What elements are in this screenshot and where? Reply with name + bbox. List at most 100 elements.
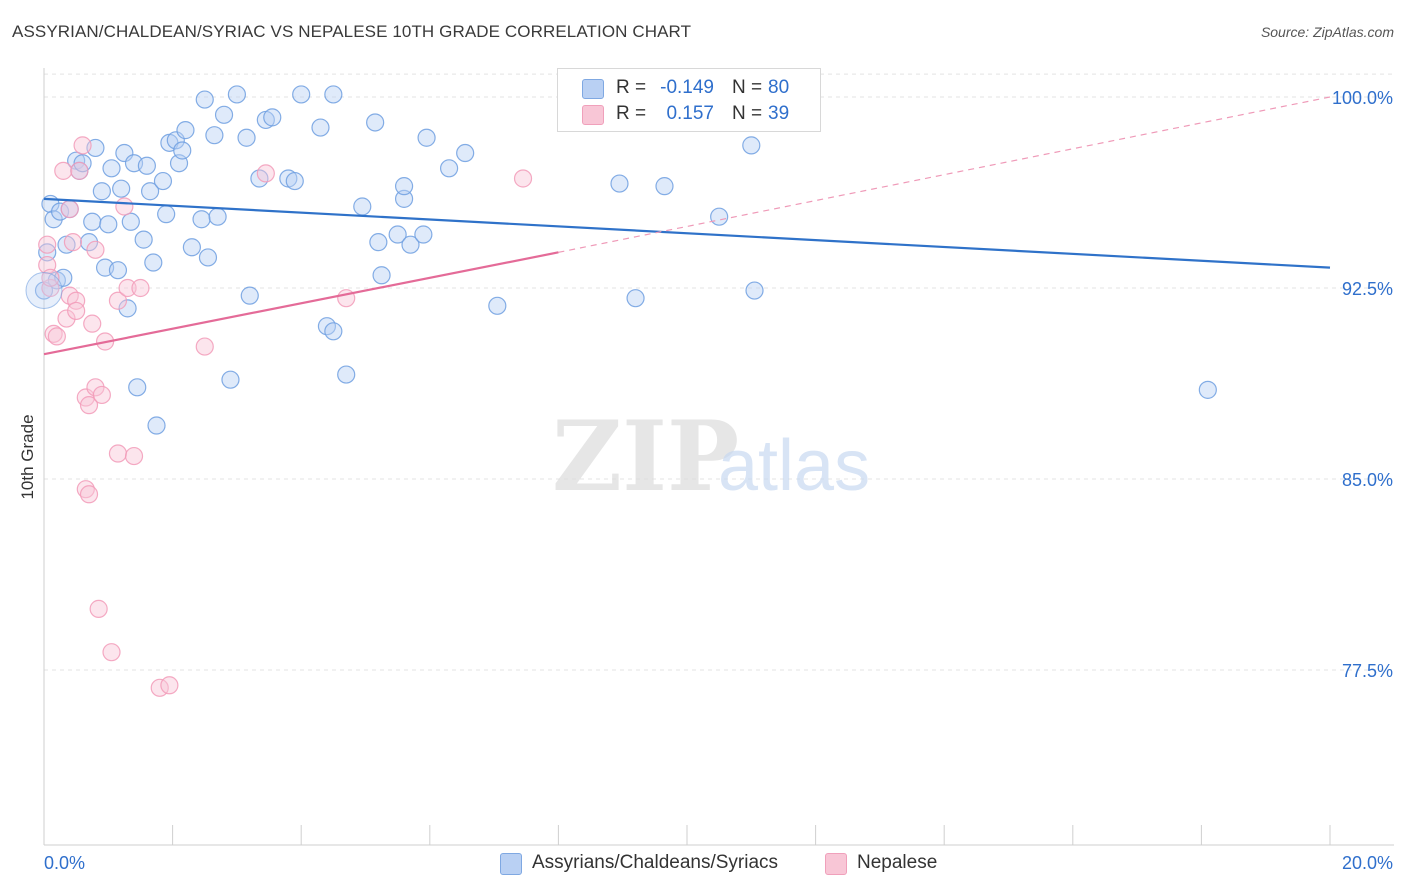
assyrian-point [195,90,214,109]
source-credit: Source: ZipAtlas.com [1260,24,1394,40]
assyrian-point [79,233,99,252]
assyrian-point [38,243,57,262]
y-tick-label: 92.5% [1342,279,1393,299]
assyrian-point [205,126,224,145]
assyrian-point [394,189,414,208]
y-axis-label: 10th Grade [18,414,37,499]
assyrian-point [214,105,234,124]
assyrian-point [240,286,259,305]
assyrian-point [112,179,131,198]
assyrian-point [153,171,173,191]
assyrian-point [157,205,176,224]
nepalese-point [47,327,66,346]
assyrian-point [83,212,102,231]
assyrian-point [208,207,227,226]
r-label: R = [616,77,647,98]
nepalese-point [124,446,144,466]
n-value: 39 [768,103,790,124]
assyrian-point [1198,380,1217,399]
nepalese-point [38,235,57,254]
assyrian-point [745,281,764,300]
assyrian-point [388,225,407,244]
assyrian-point [227,85,246,104]
nepalese-point [67,291,86,310]
legend-swatch-nepalese [825,853,847,875]
assyrian-point [292,85,311,104]
nepalese-point [86,240,105,259]
assyrian-point [285,171,304,191]
legend-row-assyrian: R = -0.149 N = 80 [558,75,820,101]
nepalese-point [108,444,128,463]
x-tick-label: 0.0% [44,853,85,873]
stats-legend: R = -0.149 N = 80 R = 0.157 N = 39 [557,68,821,132]
legend-swatch-assyrian [582,79,604,99]
assyrian-point [417,128,436,147]
trend-lines [43,96,1331,356]
assyrian-point [369,233,388,252]
assyrian-point [198,248,218,267]
x-tick-label: 20.0% [1342,853,1393,873]
nepalese-point [513,169,533,188]
assyrian-point [401,235,420,254]
nepalese-point [115,197,134,216]
nepalese-point [63,233,83,252]
assyrian-point [456,143,475,163]
legend-swatch-assyrian [500,853,522,875]
nepalese-point [79,396,99,415]
assyrian-point [25,272,63,310]
assyrian-point [92,182,111,201]
nepalese-point [89,599,108,618]
data-points [25,85,1217,697]
assyrian-point [137,156,156,175]
nepalese-point [118,278,137,298]
nepalese-point [131,278,150,298]
y-tick-label: 77.5% [1342,661,1393,681]
assyrian-point [108,261,128,280]
assyrian-point [414,225,433,244]
nepalese-point [73,136,92,155]
axes [43,68,1394,846]
watermark-zip: ZIP [552,400,739,513]
assyrian-point [54,268,73,287]
r-label: R = [616,103,647,124]
assyrian-point [263,108,282,127]
assyrian-point [742,136,761,155]
y-tick-label: 85.0% [1342,470,1393,490]
r-value: 0.157 [666,103,714,124]
nepalese-point [57,309,76,328]
assyrian-point [44,210,63,229]
axis-labels: 77.5% 85.0% 92.5% 100.0% 0.0% 20.0% 10th Grade [18,88,1393,873]
assyrian-point [192,210,211,229]
nepalese-point [44,324,63,343]
assyrian-point [118,299,137,318]
n-label: N = [732,103,763,124]
n-value: 80 [768,77,790,98]
nepalese-point [92,385,111,405]
assyrian-point [237,128,256,147]
assyrian-point [221,370,240,389]
nepalese-point [76,480,95,499]
assyrian-point [140,182,160,201]
nepalese-point [102,643,121,662]
nepalese-point [86,378,105,397]
assyrian-point [710,207,729,226]
assyrian-point [99,215,118,234]
assyrian-point [353,197,372,216]
y-tick-label: 100.0% [1332,88,1393,108]
assyrian-point [626,289,645,308]
assyrian-point [655,177,674,196]
assyrian-point [394,177,414,196]
assyrian-trend-line [43,197,1331,269]
assyrian-point [173,141,192,160]
nepalese-point [54,161,73,180]
assyrian-point [102,159,121,178]
nepalese-point [41,278,60,298]
chart-title: ASSYRIAN/CHALDEAN/SYRIAC VS NEPALESE 10T… [12,22,692,41]
assyrian-point [176,121,195,140]
legend-swatch-nepalese [582,105,604,125]
assyrian-point [134,230,153,249]
assyrian-point [366,113,385,132]
nepalese-point [70,161,89,180]
